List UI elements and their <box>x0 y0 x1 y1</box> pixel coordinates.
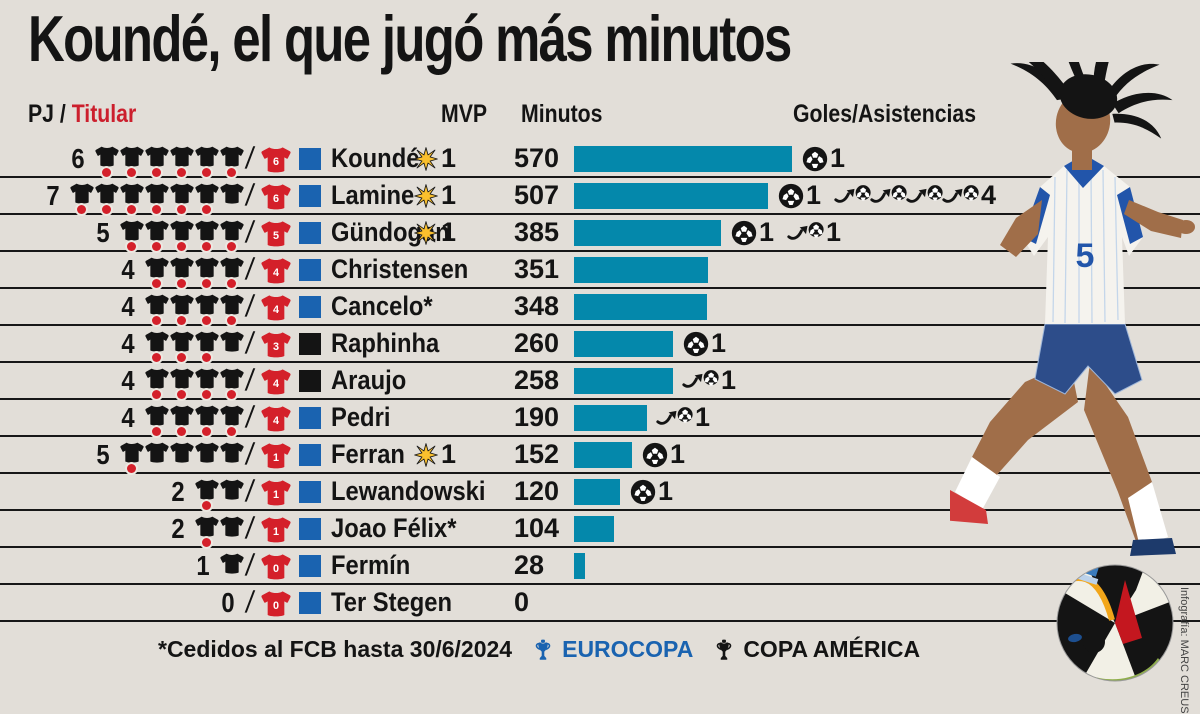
svg-text:1: 1 <box>273 451 279 463</box>
svg-text:4: 4 <box>273 414 279 426</box>
svg-text:1: 1 <box>273 488 279 500</box>
svg-text:0: 0 <box>273 599 279 611</box>
svg-text:6: 6 <box>273 192 279 204</box>
svg-text:5: 5 <box>273 229 279 241</box>
svg-text:3: 3 <box>273 340 279 352</box>
svg-text:5: 5 <box>1076 237 1095 275</box>
svg-text:6: 6 <box>273 155 279 167</box>
svg-text:4: 4 <box>273 377 279 389</box>
svg-text:4: 4 <box>273 266 279 278</box>
svg-text:0: 0 <box>273 562 279 574</box>
svg-text:4: 4 <box>273 303 279 315</box>
svg-text:1: 1 <box>273 525 279 537</box>
